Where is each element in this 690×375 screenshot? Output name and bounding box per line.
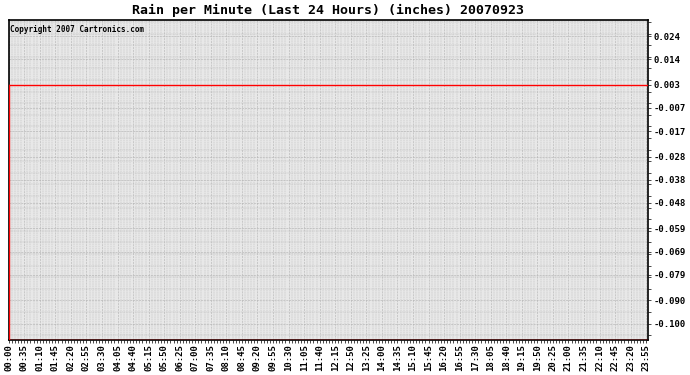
- Text: Copyright 2007 Cartronics.com: Copyright 2007 Cartronics.com: [10, 25, 144, 34]
- Title: Rain per Minute (Last 24 Hours) (inches) 20070923: Rain per Minute (Last 24 Hours) (inches)…: [132, 4, 524, 17]
